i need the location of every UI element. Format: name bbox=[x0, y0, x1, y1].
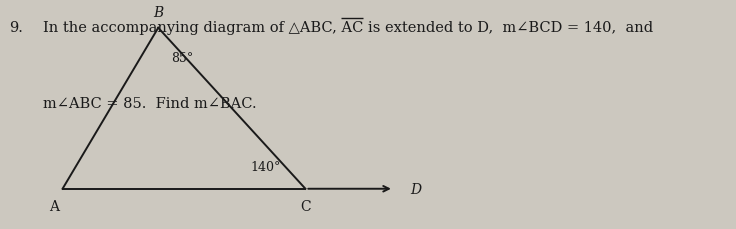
Text: 9.: 9. bbox=[9, 21, 23, 35]
Text: 140°: 140° bbox=[250, 160, 280, 173]
Text: m∠ABC = 85.  Find m∠BAC.: m∠ABC = 85. Find m∠BAC. bbox=[43, 96, 256, 110]
Text: A: A bbox=[49, 199, 59, 213]
Text: In the accompanying diagram of △ABC, AC is extended to D,  m∠BCD = 140,  and: In the accompanying diagram of △ABC, AC … bbox=[43, 21, 653, 35]
Text: C: C bbox=[300, 199, 311, 213]
Text: 85°: 85° bbox=[171, 52, 194, 65]
Text: B: B bbox=[153, 5, 163, 19]
Text: D: D bbox=[410, 182, 421, 196]
